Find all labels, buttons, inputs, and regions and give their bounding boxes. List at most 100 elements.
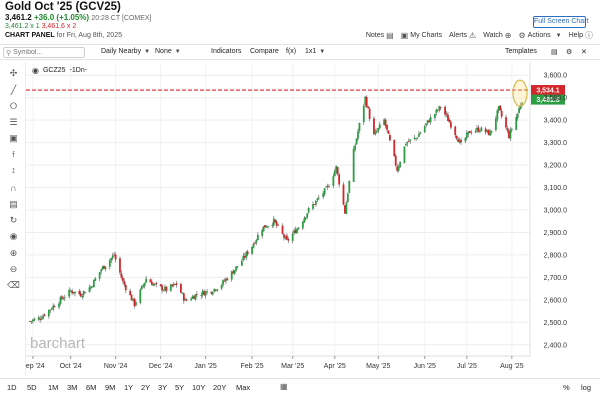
- fib-tool-icon[interactable]: ☰: [9, 117, 18, 127]
- range-3y[interactable]: 3Y: [158, 383, 168, 392]
- zoom-in-icon[interactable]: ⊕: [9, 248, 18, 258]
- eye-icon[interactable]: ◉: [32, 66, 39, 75]
- chevron-down-icon: ▼: [174, 49, 181, 55]
- interval-dropdown[interactable]: Daily Nearby ▼: [101, 48, 150, 55]
- actions-menu[interactable]: ⚙ Actions ▼: [519, 31, 562, 40]
- range-10y[interactable]: 10Y: [192, 383, 206, 392]
- candle-body: [416, 137, 419, 139]
- candle-body: [306, 213, 309, 218]
- compare-none-dropdown[interactable]: None ▼: [155, 48, 181, 55]
- symbol-search-input[interactable]: [13, 49, 74, 56]
- candle-body: [470, 132, 473, 134]
- indicators-button[interactable]: Indicators: [211, 48, 242, 55]
- pattern-tool-icon[interactable]: ▣: [9, 133, 18, 143]
- price-marker-label: 3,491.5: [536, 97, 559, 104]
- magnet-icon[interactable]: ∩: [10, 183, 17, 193]
- zoom-out-icon[interactable]: ⊖: [9, 264, 18, 274]
- symbol-search[interactable]: ⚲: [3, 47, 85, 58]
- lock-icon[interactable]: ▤: [9, 199, 18, 209]
- candle-body: [368, 108, 371, 119]
- crosshair-icon[interactable]: ✣: [9, 68, 18, 78]
- full-screen-chart-button[interactable]: Full Screen Chart: [533, 16, 588, 28]
- price-chart[interactable]: 3,534.1 3,491.5 barchart 2,400.0 2,500.0 2,6…: [26, 62, 600, 377]
- legend-interval: -1Dn-: [69, 67, 88, 74]
- range-1m[interactable]: 1M: [48, 383, 59, 392]
- price-marker-label: 3,534.1: [536, 88, 559, 95]
- gear-icon[interactable]: ⚙: [566, 49, 573, 56]
- fx-button[interactable]: f(x): [286, 48, 297, 55]
- candle-body: [169, 284, 172, 291]
- candle-body: [468, 131, 471, 133]
- eye-icon[interactable]: ◉: [9, 231, 18, 241]
- candle-body: [346, 193, 349, 202]
- y-tick-label: 2,400.0: [544, 342, 567, 349]
- candle-body: [271, 224, 274, 226]
- y-tick-label: 2,800.0: [544, 252, 567, 259]
- candle-body: [108, 260, 111, 267]
- percent-toggle[interactable]: %: [563, 383, 570, 392]
- templates-button[interactable]: Templates: [505, 48, 537, 55]
- candle-body: [140, 285, 143, 290]
- candle-body: [121, 277, 124, 281]
- compare-button[interactable]: Compare: [250, 48, 279, 55]
- candle-body: [182, 293, 185, 301]
- candle-body: [301, 221, 304, 229]
- candle-body: [155, 282, 158, 285]
- range-max[interactable]: Max: [236, 383, 251, 392]
- layout-dropdown[interactable]: 1x1 ▼: [305, 48, 325, 55]
- range-5d[interactable]: 5D: [27, 383, 37, 392]
- watch-link[interactable]: Watch ⊕: [483, 31, 511, 40]
- close-icon[interactable]: ✕: [581, 49, 587, 56]
- range-6m[interactable]: 6M: [86, 383, 97, 392]
- candle-body: [63, 297, 66, 299]
- candle-body: [336, 167, 339, 174]
- candle-body: [62, 298, 65, 300]
- candle-body: [32, 319, 34, 322]
- candle-body: [357, 131, 359, 139]
- candle-body: [59, 297, 62, 305]
- y-tick-label: 2,600.0: [544, 297, 567, 304]
- my-charts-link[interactable]: ▣ My Charts: [401, 31, 442, 40]
- alerts-link[interactable]: Alerts ⚠: [449, 31, 476, 40]
- y-tick-label: 3,600.0: [544, 73, 567, 80]
- ask-value: 3,461.6 x 2: [41, 23, 77, 30]
- save-icon[interactable]: ▤: [551, 49, 558, 56]
- candle-body: [72, 291, 75, 294]
- candle-body: [345, 202, 348, 214]
- candle-body: [174, 284, 177, 285]
- range-1d[interactable]: 1D: [7, 383, 17, 392]
- range-3m[interactable]: 3M: [67, 383, 78, 392]
- trash-icon[interactable]: ⌫: [7, 280, 20, 290]
- y-tick-label: 3,200.0: [544, 163, 567, 170]
- shape-tool-icon[interactable]: ⭘: [9, 101, 18, 111]
- notes-link[interactable]: Notes ▤: [366, 31, 394, 40]
- candle-body: [90, 286, 92, 289]
- help-link[interactable]: Help ⓘ: [569, 30, 593, 41]
- calendar-icon[interactable]: ▦: [280, 382, 288, 391]
- gear-icon: ⚙: [518, 31, 526, 40]
- candle-body: [114, 254, 117, 260]
- candle-body: [162, 290, 165, 291]
- candle-body: [494, 118, 497, 131]
- log-toggle[interactable]: log: [581, 383, 592, 392]
- range-9m[interactable]: 9M: [105, 383, 116, 392]
- highlight-circle: [512, 79, 528, 107]
- candle-body: [425, 123, 428, 126]
- line-tool-icon[interactable]: ╱: [10, 85, 17, 95]
- candle-body: [291, 233, 294, 241]
- time-axis: Sep '24 Oct '24 Nov '24 Dec '24 Jan '25 Feb '…: [26, 355, 530, 370]
- range-1y[interactable]: 1Y: [124, 383, 134, 392]
- candle-body: [110, 258, 113, 261]
- candle-body: [515, 117, 518, 130]
- measure-icon[interactable]: ↕: [11, 165, 16, 175]
- range-5y[interactable]: 5Y: [175, 383, 185, 392]
- candle-body: [476, 127, 478, 131]
- range-2y[interactable]: 2Y: [141, 383, 151, 392]
- range-20y[interactable]: 20Y: [213, 383, 227, 392]
- range-selector: 1D 5D 1M 3M 6M 9M 1Y 2Y 3Y 5Y 10Y 20Y Ma…: [0, 378, 600, 396]
- reset-icon[interactable]: ↻: [9, 215, 18, 225]
- candle-body: [181, 293, 184, 294]
- candle-body: [267, 226, 269, 228]
- text-tool-icon[interactable]: 𝔣: [12, 149, 15, 159]
- candle-body: [111, 255, 114, 259]
